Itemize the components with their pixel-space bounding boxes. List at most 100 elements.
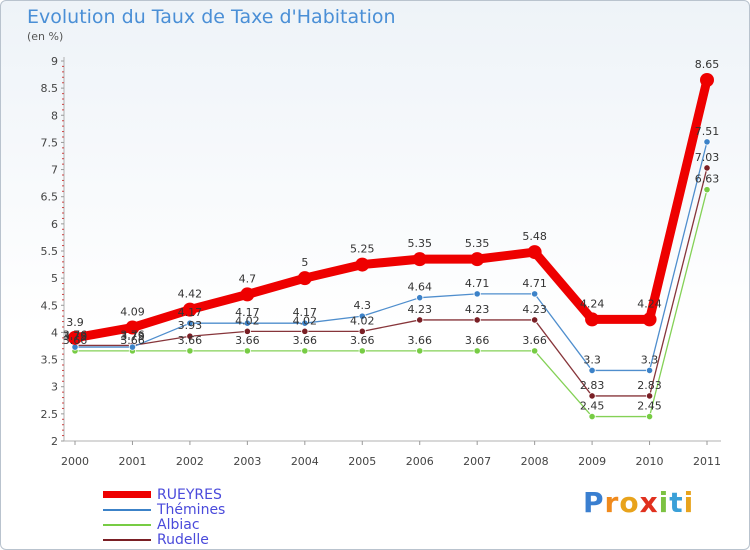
data-label: 4.24 — [580, 297, 605, 310]
data-point — [645, 412, 654, 421]
data-label: 2.83 — [637, 379, 662, 392]
legend-label: RUEYRES — [157, 486, 222, 503]
data-point — [473, 347, 481, 355]
data-label: 3.3 — [641, 353, 659, 366]
y-tick-label: 5.5 — [41, 245, 59, 258]
data-label: 6.63 — [695, 173, 720, 186]
data-label: 4.71 — [522, 277, 547, 290]
legend-item: Rudelle — [103, 531, 225, 548]
data-point — [588, 366, 596, 375]
data-label: 3.66 — [350, 334, 375, 347]
data-point — [243, 319, 251, 327]
data-point — [416, 316, 424, 324]
brand-logo: Proxiti — [583, 486, 695, 519]
x-tick-label: 2006 — [406, 455, 434, 468]
data-point — [186, 347, 194, 355]
data-point — [645, 366, 654, 375]
data-label: 3.73 — [63, 330, 88, 343]
data-label: 5 — [301, 256, 308, 269]
legend-swatch — [103, 538, 151, 541]
x-tick-label: 2007 — [463, 455, 491, 468]
data-point — [531, 347, 539, 355]
x-tick-label: 2011 — [693, 455, 721, 468]
data-label: 4.02 — [350, 314, 375, 327]
data-label: 5.35 — [407, 237, 432, 250]
y-tick-label: 4.5 — [41, 299, 59, 312]
data-label: 3.73 — [120, 330, 145, 343]
data-point — [416, 294, 424, 302]
data-point — [703, 186, 711, 194]
y-tick-label: 8.5 — [41, 82, 59, 95]
series-line-albiac — [74, 189, 708, 418]
y-tick-label: 8 — [51, 109, 58, 122]
data-point — [585, 312, 600, 327]
legend-label: Albiac — [157, 516, 200, 533]
data-point — [358, 327, 366, 335]
data-label: 4.71 — [465, 277, 490, 290]
data-label: 3.66 — [120, 334, 145, 347]
data-label: 4.42 — [178, 288, 203, 301]
data-point — [412, 252, 427, 267]
data-point — [700, 73, 714, 87]
data-label: 4.3 — [354, 299, 372, 312]
data-point — [240, 287, 255, 302]
data-point — [703, 138, 711, 146]
data-point — [301, 327, 309, 335]
y-tick-label: 9 — [51, 55, 58, 68]
data-point — [588, 392, 596, 400]
data-label: 4.17 — [235, 306, 260, 319]
data-label: 3.3 — [583, 353, 601, 366]
legend-item: RUEYRES — [103, 486, 225, 503]
data-point — [301, 347, 309, 355]
data-point — [531, 316, 539, 324]
y-tick-label: 2.5 — [41, 408, 59, 421]
data-label: 7.03 — [695, 151, 720, 164]
data-label: 3.66 — [235, 334, 260, 347]
data-label: 8.65 — [695, 58, 720, 71]
data-point — [473, 290, 481, 298]
data-label: 3.76 — [63, 328, 88, 341]
x-tick-label: 2000 — [61, 455, 89, 468]
data-label: 4.23 — [465, 303, 490, 316]
y-tick-label: 5 — [51, 272, 58, 285]
data-point — [186, 319, 194, 327]
x-tick-label: 2001 — [118, 455, 146, 468]
data-label: 3.66 — [63, 334, 88, 347]
y-tick-label: 3 — [51, 381, 58, 394]
legend-label: Thémines — [157, 501, 226, 518]
data-point — [243, 347, 251, 355]
data-label: 3.9 — [66, 316, 84, 329]
data-point — [186, 332, 194, 340]
legend-swatch — [103, 523, 151, 526]
y-tick-label: 6 — [51, 218, 58, 231]
y-tick-label: 7.5 — [41, 136, 59, 149]
data-point — [531, 290, 539, 298]
data-label: 2.45 — [637, 400, 662, 413]
data-label: 4.09 — [120, 306, 145, 319]
data-label: 3.66 — [407, 334, 432, 347]
data-label: 3.66 — [465, 334, 490, 347]
data-label: 5.35 — [465, 237, 490, 250]
data-label: 3.76 — [120, 328, 145, 341]
data-label: 4.17 — [178, 306, 203, 319]
y-tick-label: 6.5 — [41, 191, 59, 204]
data-point — [703, 164, 711, 172]
data-label: 3.66 — [178, 334, 203, 347]
data-label: 4.23 — [407, 303, 432, 316]
data-point — [473, 316, 481, 324]
x-tick-label: 2004 — [291, 455, 319, 468]
series-line-rudelle — [74, 167, 708, 397]
data-label: 4.24 — [637, 297, 662, 310]
legend: RUEYRES Thémines Albiac Rudelle — [103, 486, 226, 548]
y-tick-label: 3.5 — [41, 354, 59, 367]
data-label: 4.64 — [407, 281, 432, 294]
legend-label: Rudelle — [157, 531, 209, 548]
y-tick-label: 4 — [51, 326, 58, 339]
data-point — [182, 302, 197, 317]
legend-item: Albiac — [103, 516, 225, 533]
data-point — [588, 412, 596, 421]
data-label: 4.23 — [522, 303, 547, 316]
data-label: 3.66 — [522, 334, 547, 347]
y-tick-label: 7 — [51, 164, 58, 177]
